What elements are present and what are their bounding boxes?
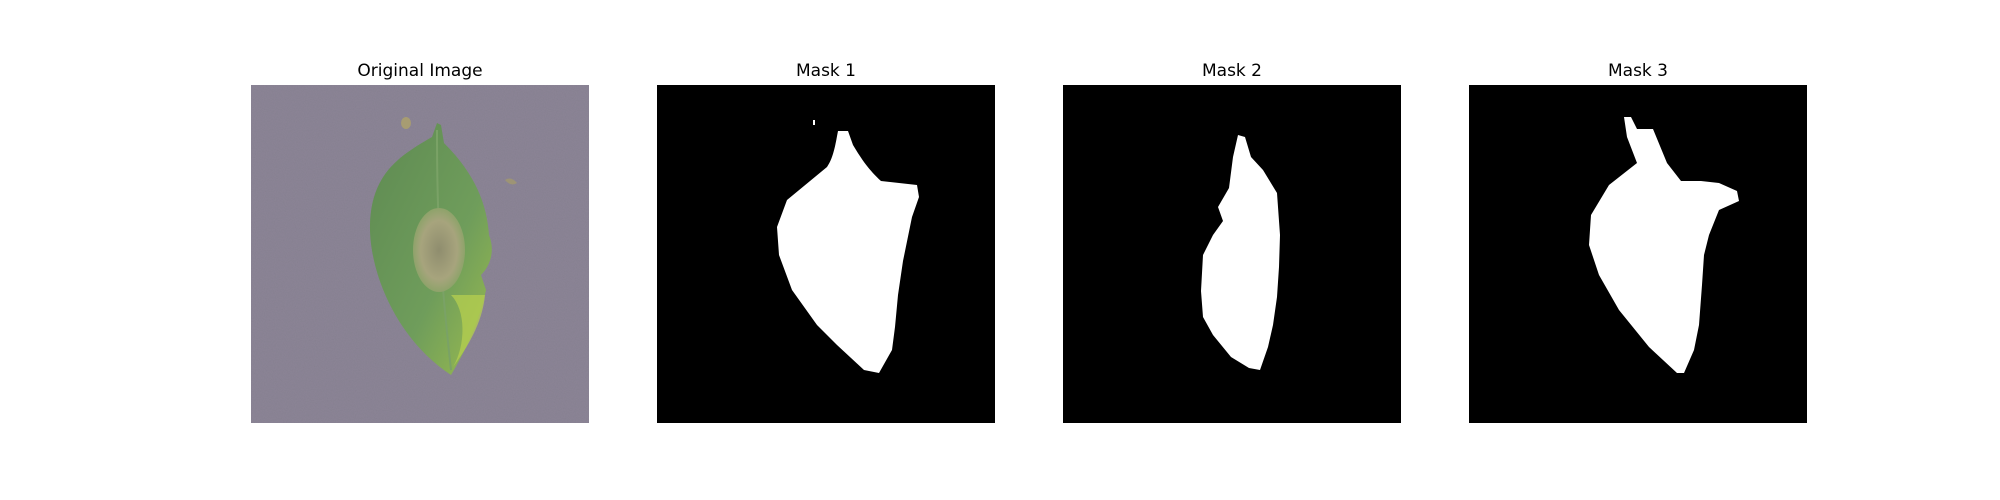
panel-mask-2: Mask 2 — [1063, 58, 1401, 423]
panel-title: Mask 3 — [1607, 61, 1668, 81]
debris-fleck — [505, 178, 517, 185]
mask-3-image — [1469, 85, 1807, 423]
original-image — [251, 85, 589, 423]
leaf-lesion — [413, 208, 465, 292]
mask-region — [777, 131, 919, 373]
mask-1-image — [657, 85, 995, 423]
panel-title: Original Image — [357, 61, 483, 81]
mask-region — [1201, 135, 1280, 370]
leaf-highlight — [451, 295, 485, 367]
debris-fleck — [401, 117, 411, 129]
panel-title: Mask 1 — [795, 61, 856, 81]
mask-2-image — [1063, 85, 1401, 423]
panel-title: Mask 2 — [1201, 61, 1262, 81]
panel-mask-3: Mask 3 — [1469, 58, 1807, 423]
panel-original-image: Original Image — [251, 58, 589, 423]
panel-mask-1: Mask 1 — [657, 58, 995, 423]
mask-speck — [813, 120, 815, 125]
mask-region — [1589, 117, 1739, 373]
